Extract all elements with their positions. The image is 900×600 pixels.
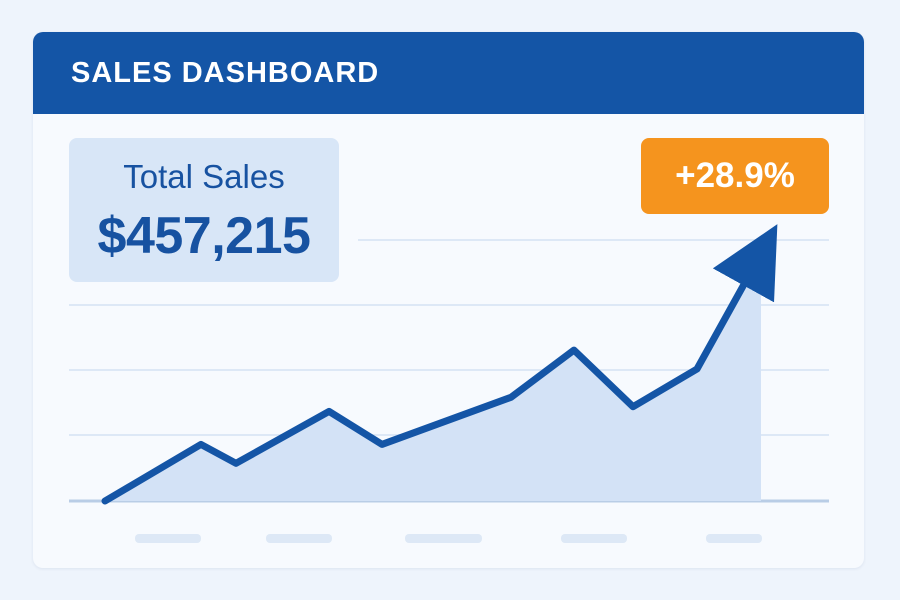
x-tick-placeholder	[135, 534, 201, 543]
sales-line	[101, 224, 778, 505]
sales-area	[105, 255, 761, 501]
dashboard-header: SALES DASHBOARD	[33, 32, 864, 114]
x-tick-placeholder	[405, 534, 482, 543]
x-tick-placeholder	[266, 534, 332, 543]
dashboard-card: SALES DASHBOARD Total Sales $457,215 +28…	[33, 32, 864, 568]
total-sales-label: Total Sales	[123, 158, 285, 195]
x-tick-placeholder	[706, 534, 762, 543]
sales-chart	[69, 224, 829, 543]
dashboard-title: SALES DASHBOARD	[71, 56, 380, 89]
total-sales-value: $457,215	[97, 207, 311, 265]
total-sales-card: Total Sales $457,215	[69, 138, 339, 282]
growth-badge: +28.9%	[641, 138, 829, 214]
x-tick-placeholder	[561, 534, 627, 543]
